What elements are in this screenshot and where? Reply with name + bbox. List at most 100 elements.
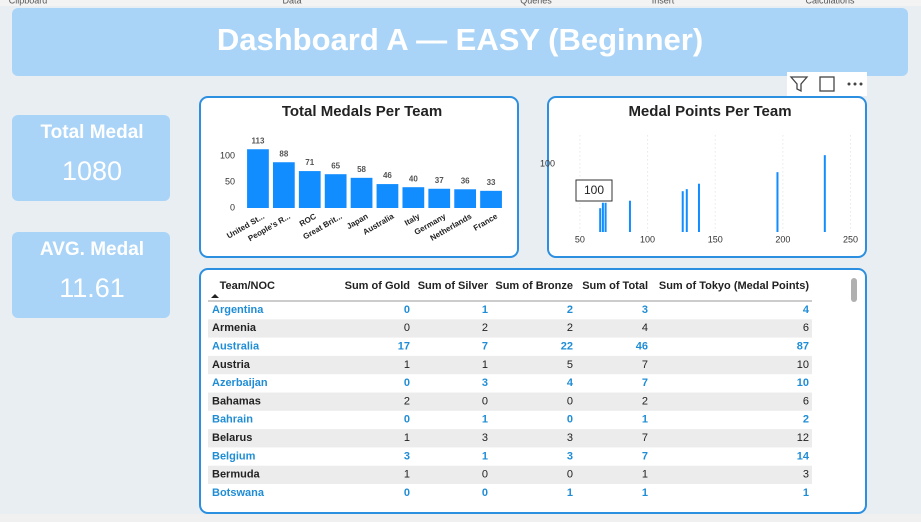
x-tick-label: 50 — [575, 234, 585, 244]
card-label: AVG. Medal — [40, 239, 144, 260]
bar — [272, 162, 295, 208]
cell: 2 — [482, 322, 488, 334]
cell: Bermuda — [212, 469, 261, 481]
header-banner — [12, 8, 908, 76]
cell: 7 — [642, 450, 648, 462]
cell: 0 — [404, 322, 410, 334]
cell: 3 — [404, 450, 410, 462]
data-label: 46 — [383, 171, 392, 180]
data-label: 113 — [251, 136, 264, 145]
bar — [376, 184, 399, 208]
cell: 0 — [567, 469, 573, 481]
cell: Argentina — [212, 304, 264, 316]
cell: 1 — [482, 304, 488, 316]
bar — [428, 188, 451, 208]
cell: 3 — [482, 377, 488, 389]
row-bg — [208, 319, 812, 338]
more-icon[interactable] — [847, 82, 863, 86]
y-tick-label: 100 — [220, 150, 235, 160]
cell: Bahrain — [212, 414, 253, 426]
status-bar — [0, 514, 921, 522]
ribbon-label: Insert — [652, 0, 675, 5]
cell: 3 — [642, 304, 648, 316]
card-value: 1080 — [62, 156, 122, 186]
bar — [685, 189, 688, 232]
data-label: 36 — [461, 176, 470, 185]
tooltip — [575, 179, 613, 202]
bar — [247, 149, 269, 208]
x-tick-label: 150 — [708, 234, 723, 244]
filter-icon[interactable] — [789, 76, 809, 93]
cell: 1 — [642, 414, 648, 426]
data-label: 71 — [305, 158, 314, 167]
chart-panel — [199, 96, 519, 258]
data-label: 33 — [487, 178, 496, 187]
data-label: 88 — [279, 149, 288, 158]
cell: 0 — [567, 395, 573, 407]
bar — [454, 189, 477, 208]
cell: 0 — [482, 395, 488, 407]
cell: 12 — [797, 432, 809, 444]
y-tick-label: 0 — [230, 202, 235, 212]
cell: 7 — [642, 432, 648, 444]
cell: 1 — [482, 359, 488, 371]
cell: 6 — [803, 395, 809, 407]
cell: 3 — [803, 469, 809, 481]
cell: 4 — [642, 322, 648, 334]
cell: 2 — [567, 322, 573, 334]
bar — [681, 191, 684, 232]
cell: 3 — [567, 432, 573, 444]
cell: 1 — [642, 487, 648, 499]
cell: Belarus — [212, 432, 252, 444]
ribbon-label: Calculations — [805, 0, 855, 5]
cell: 14 — [797, 450, 810, 462]
bar — [697, 183, 700, 232]
column-header: Sum of Tokyo (Medal Points) — [659, 280, 809, 292]
visual-toolbar — [787, 72, 867, 96]
row-bg — [208, 429, 812, 448]
chart-title: Total Medals Per Team — [282, 103, 442, 120]
cell: 5 — [567, 359, 573, 371]
scrollbar[interactable] — [851, 278, 857, 302]
chart-title: Medal Points Per Team — [628, 103, 791, 120]
cell: 17 — [398, 341, 410, 353]
bar — [823, 155, 826, 232]
cell: 2 — [404, 395, 410, 407]
row-bg — [208, 355, 812, 375]
cell: Armenia — [212, 322, 257, 334]
bar — [350, 177, 373, 208]
x-tick-label: 250 — [843, 234, 858, 244]
cell: 1 — [404, 432, 410, 444]
x-tick-label: 100 — [640, 234, 655, 244]
cell: Australia — [212, 341, 260, 353]
card-value: 11.61 — [59, 273, 125, 303]
bar — [324, 174, 347, 208]
focus-icon[interactable] — [819, 76, 835, 92]
cell: 0 — [482, 487, 488, 499]
ribbon — [0, 0, 921, 6]
cell: 2 — [567, 304, 573, 316]
cell: 0 — [482, 469, 488, 481]
cell: 3 — [482, 432, 488, 444]
cell: 7 — [642, 377, 648, 389]
cell: Austria — [212, 359, 251, 371]
card — [12, 115, 170, 201]
column-header: Sum of Total — [582, 280, 648, 292]
cell: 6 — [803, 322, 809, 334]
column-header: Sum of Silver — [418, 280, 489, 292]
cell: 46 — [636, 341, 648, 353]
cell: 3 — [567, 450, 573, 462]
y-tick-label: 50 — [225, 176, 235, 186]
bar — [776, 172, 779, 232]
cell: 22 — [561, 341, 573, 353]
sort-arrow[interactable] — [211, 294, 219, 298]
data-label: 40 — [409, 174, 418, 183]
bar — [402, 187, 425, 208]
cell: 1 — [803, 487, 809, 499]
cell: 1 — [404, 469, 410, 481]
cell: 1 — [642, 469, 648, 481]
cell: 10 — [797, 377, 809, 389]
cell: 1 — [404, 359, 410, 371]
cell: 1 — [482, 450, 488, 462]
